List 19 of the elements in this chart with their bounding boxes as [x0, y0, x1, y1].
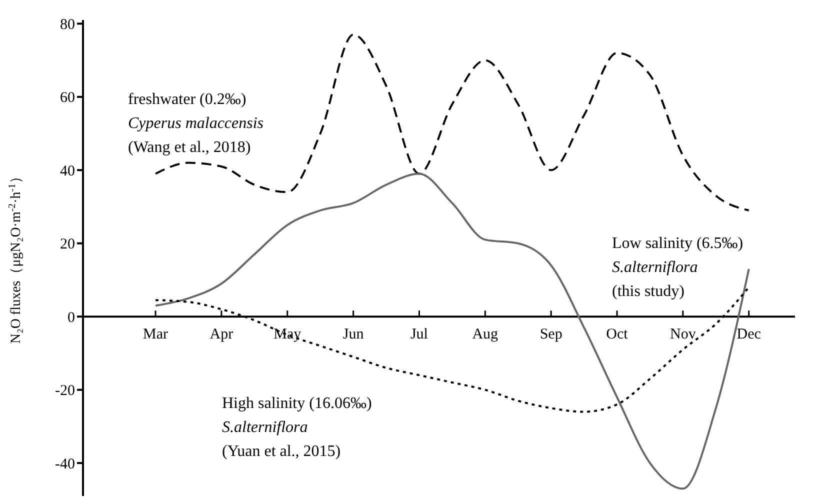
y-tick-label: 0: [68, 310, 75, 326]
y-tick-label: 60: [60, 90, 75, 106]
x-tick-label: Aug: [472, 326, 499, 343]
x-tick-label: Oct: [606, 326, 629, 343]
y-tick-label: -40: [55, 456, 75, 472]
x-tick-label: Nov: [670, 326, 696, 343]
x-tick-label: Mar: [143, 326, 168, 343]
series-label: High salinity (16.06‰) S.alterniflora (Yuan et al., 2015): [222, 395, 372, 460]
series-label: freshwater (0.2‰) Cyperus malaccensis (Wang et al., 2018): [128, 91, 264, 156]
y-tick-label: 20: [60, 236, 75, 253]
x-tick-label: Jun: [342, 326, 364, 343]
x-tick-label: Dec: [736, 326, 762, 343]
y-tick-label: 40: [60, 163, 75, 180]
x-tick-label: Jul: [410, 326, 428, 343]
y-tick-label: -20: [55, 383, 75, 400]
series-label: Low salinity (6.5‰) S.alterniflora (this study): [612, 235, 744, 300]
x-tick-label: Apr: [210, 326, 234, 343]
x-tick-label: Sep: [540, 326, 562, 343]
y-tick-label: 80: [60, 16, 75, 33]
